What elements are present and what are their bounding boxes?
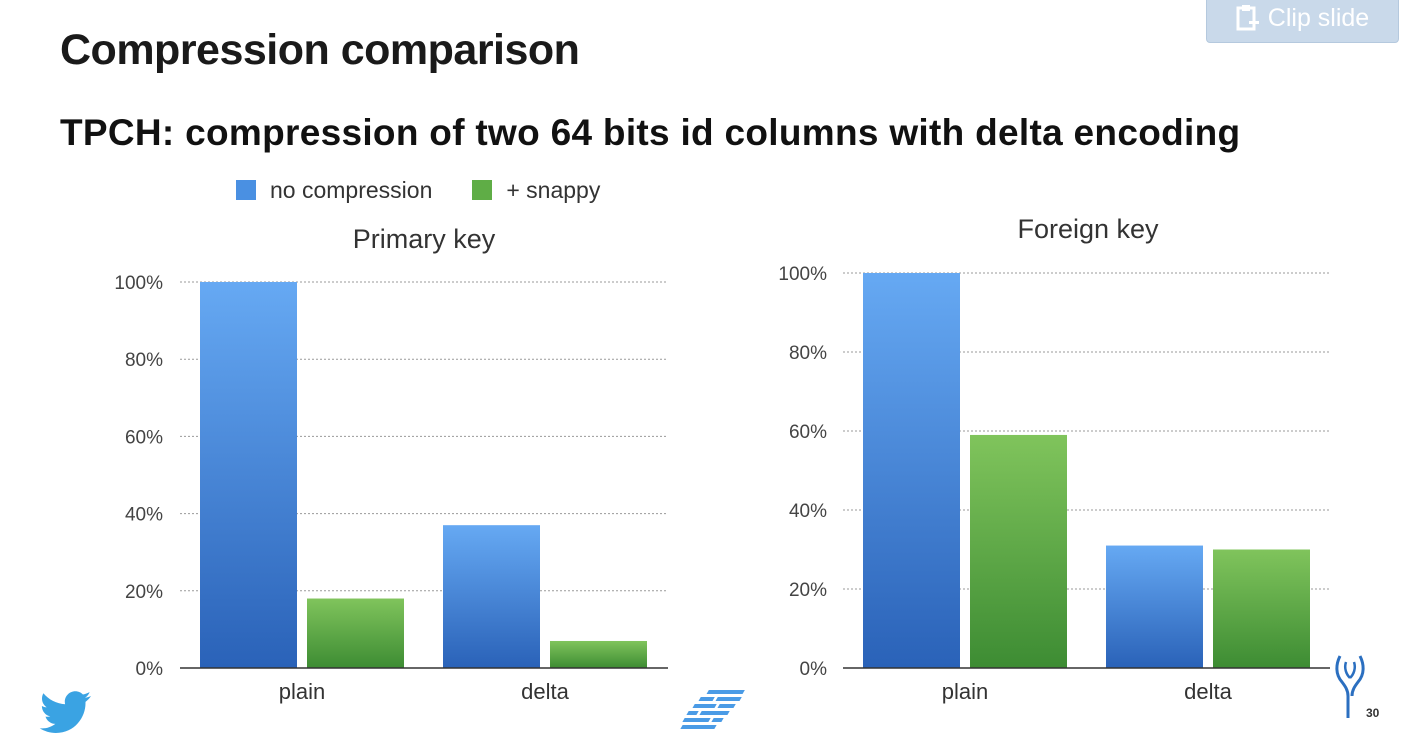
y-tick-label: 20% bbox=[789, 580, 827, 601]
legend-item-no-compression: no compression bbox=[236, 177, 432, 204]
foreign-key-chart: Foreign key 0% 20% 40% 60% 80% 100% plain delta bbox=[778, 214, 1330, 704]
y-tick-label: 60% bbox=[125, 427, 163, 448]
bar-snappy-delta bbox=[1213, 549, 1310, 668]
slide-number: 30 bbox=[1366, 706, 1380, 720]
category-label: delta bbox=[521, 679, 569, 704]
y-tick-label: 60% bbox=[789, 422, 827, 443]
clip-slide-button[interactable]: Clip slide bbox=[1206, 0, 1399, 43]
y-tick-label: 0% bbox=[800, 659, 828, 680]
y-tick-label: 40% bbox=[125, 505, 163, 526]
category-label: plain bbox=[942, 679, 988, 704]
y-tick-label: 100% bbox=[114, 273, 163, 294]
y-tick-label: 0% bbox=[136, 659, 164, 680]
bar-snappy-plain bbox=[970, 434, 1067, 668]
bar-no-compression-plain bbox=[863, 273, 960, 668]
category-label: plain bbox=[279, 679, 325, 704]
bar-snappy-delta bbox=[550, 640, 647, 668]
legend-swatch-snappy bbox=[472, 180, 493, 200]
bar-no-compression-delta bbox=[443, 525, 540, 668]
primary-key-chart: Primary key 0% 20% 40% 60% 80% 100% plain delta bbox=[114, 224, 668, 704]
parquet-logo-icon bbox=[680, 688, 748, 743]
chart-title: Primary key bbox=[353, 224, 496, 254]
y-tick-label: 20% bbox=[125, 582, 163, 603]
y-tick-label: 80% bbox=[789, 343, 827, 364]
slide-title: Compression comparison bbox=[60, 26, 580, 74]
slide-subtitle: TPCH: compression of two 64 bits id colu… bbox=[60, 112, 1241, 153]
legend-label-no-compression: no compression bbox=[270, 176, 433, 203]
legend-swatch-no-compression bbox=[236, 180, 256, 200]
y-tick-label: 100% bbox=[778, 264, 827, 285]
clip-icon bbox=[1236, 4, 1260, 33]
legend-label-snappy: + snappy bbox=[506, 176, 601, 203]
legend-item-snappy: + snappy bbox=[472, 177, 600, 204]
project-logo-icon bbox=[1330, 652, 1370, 729]
y-tick-label: 80% bbox=[125, 350, 163, 371]
bar-no-compression-plain bbox=[200, 282, 297, 668]
bar-no-compression-delta bbox=[1106, 545, 1203, 668]
clip-slide-label: Clip slide bbox=[1267, 4, 1370, 32]
chart-title: Foreign key bbox=[1017, 214, 1159, 244]
bar-snappy-plain bbox=[307, 598, 404, 668]
category-label: delta bbox=[1184, 679, 1232, 704]
twitter-bird-icon bbox=[38, 690, 92, 741]
chart-legend: no compression + snappy bbox=[236, 174, 600, 206]
y-tick-label: 40% bbox=[789, 501, 827, 522]
